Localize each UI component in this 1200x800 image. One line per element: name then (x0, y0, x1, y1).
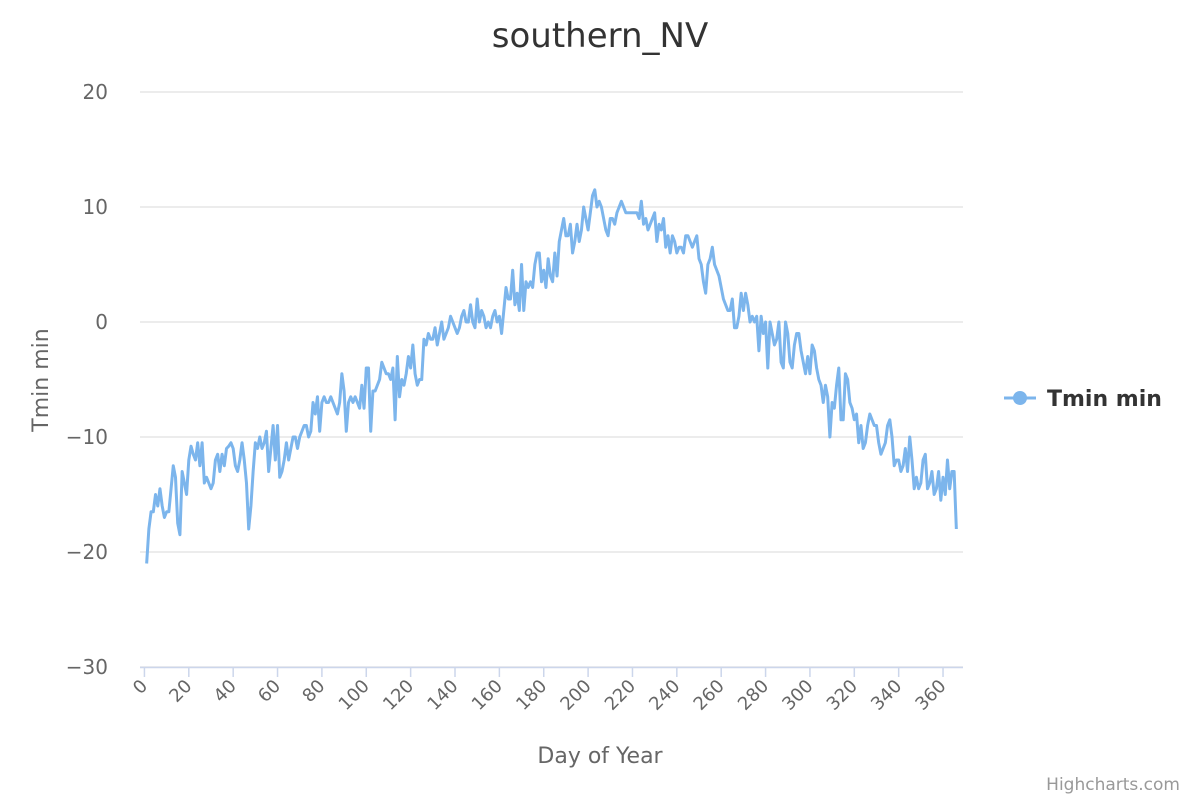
y-tick-label: 0 (95, 310, 108, 334)
x-tick-label: 120 (379, 676, 418, 715)
y-axis-label: Tmin min (29, 328, 54, 432)
y-tick-label: −20 (66, 540, 108, 564)
y-tick-label: −10 (66, 425, 108, 449)
x-tick-label: 100 (335, 676, 374, 715)
x-tick-label: 320 (823, 676, 862, 715)
x-tick-label: 220 (601, 676, 640, 715)
x-axis-label: Day of Year (537, 744, 663, 769)
y-tick-label: 10 (83, 195, 108, 219)
x-tick-label: 260 (690, 676, 729, 715)
legend-marker (1013, 391, 1027, 405)
legend-label: Tmin min (1047, 387, 1162, 412)
x-tick-label: 280 (734, 676, 773, 715)
x-tick-label: 340 (867, 676, 906, 715)
x-tick-label: 200 (556, 676, 595, 715)
x-tick-label: 20 (165, 676, 196, 707)
x-tick-label: 160 (468, 676, 507, 715)
chart-title: southern_NV (492, 16, 708, 56)
x-tick-label: 240 (645, 676, 684, 715)
x-tick-label: 0 (129, 676, 152, 699)
x-tick-label: 140 (423, 676, 462, 715)
line-series (145, 188, 958, 564)
y-tick-label: −30 (66, 655, 108, 679)
y-tick-label: 20 (83, 80, 108, 104)
x-tick-label: 60 (254, 676, 285, 707)
x-tick-label: 80 (298, 676, 329, 707)
x-tick-label: 40 (210, 676, 241, 707)
x-tick-label: 360 (911, 676, 950, 715)
x-tick-label: 180 (512, 676, 551, 715)
credits: Highcharts.com (1046, 775, 1180, 795)
x-tick-label: 300 (778, 676, 817, 715)
